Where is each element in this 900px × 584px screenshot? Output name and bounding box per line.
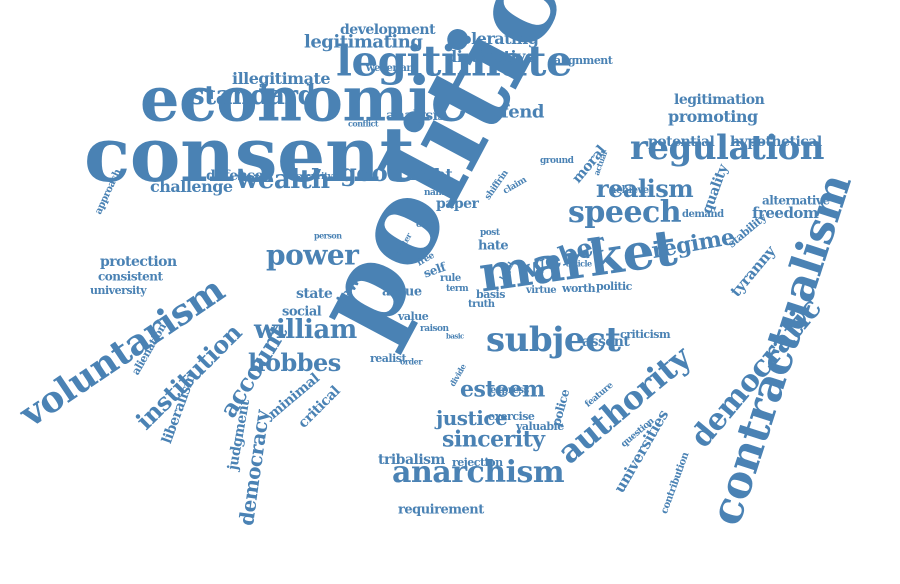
word-state: state [296,285,333,302]
word-hobbes: hobbes [248,347,341,377]
word-hypothetical: hypothetical [730,133,822,150]
word-weberian: weberian [366,63,414,74]
word-offer: offer [416,219,438,230]
word-realist: realist [370,352,407,366]
word-valuable: valuable [516,420,564,434]
word-rejection: rejection [452,456,503,470]
word-subject: subject [486,319,621,360]
word-illegitimate: illegitimate [232,69,331,89]
word-legitimation: legitimation [674,91,765,108]
word-requirement: requirement [398,502,484,518]
word-defend: defend [478,101,544,123]
word-worth: worth [562,282,596,296]
word-quality: quality [699,162,732,216]
word-legitimating: legitimating [304,31,423,53]
word-sincerity: sincerity [442,426,545,453]
word-economic: economic [140,62,468,136]
word-conflict: conflict [348,118,379,129]
word-basis: basis [476,288,505,302]
word-university: university [90,284,147,298]
word-express: express [490,385,529,396]
word-truth: truth [468,299,495,310]
word-argue: argue [382,284,422,300]
word-justice: justice [436,406,508,430]
word-achieve: achieve [610,185,649,196]
word-distinctive: distinctive [446,47,535,67]
word-exercise: exercise [488,410,535,424]
word-right: right [410,165,453,185]
word-rule: rule [440,273,461,284]
word-analysis: analysis [386,107,445,124]
word-ground: ground [540,155,574,166]
word-tribalism: tribalism [378,451,445,468]
word-development: development [340,21,436,38]
word-person: person [314,230,342,241]
word-social: social [282,304,322,320]
word-esteem: esteem [460,376,545,403]
word-assent: assent [582,333,630,350]
word-legitimate: legitimate [336,36,573,86]
word-order: order [400,356,422,367]
word-value: value [398,310,429,324]
word-william: william [254,315,357,346]
word-defense: defense [206,167,264,184]
word-challenge: challenge [150,177,233,197]
word-demand: demand [682,209,724,220]
word-name: name [424,187,450,198]
word-basic: basic [446,331,464,341]
word-politic: politic [596,280,632,294]
word-term: term [446,283,469,294]
word-paper: paper [436,195,479,212]
word-tolerating: tolerating [454,29,539,49]
word-freedom: freedom [752,204,819,222]
word-realism: realism [596,173,694,203]
word-good: good [340,157,404,187]
word-alternative: alternative [762,193,830,208]
word-anarchism: anarchism [392,455,565,490]
word-virtue: virtue [526,285,557,296]
word-security: security [296,171,333,182]
word-standard: standard [190,81,316,112]
word-consent: consent [84,110,415,200]
word-tyranny: tyranny [726,242,780,301]
word-criticism: criticism [620,328,671,342]
word-authority: authority [550,338,699,472]
word-regulation: regulation [630,127,825,168]
word-consistent: consistent [98,269,163,284]
word-contribution: contribution [659,451,692,516]
word-potential: potential [648,133,715,150]
word-hate: hate [478,238,509,254]
word-alignment: alignment [554,54,613,68]
word-post: post [480,227,500,238]
word-speech: speech [568,195,682,230]
word-protection: protection [100,253,177,270]
word-article: article [566,258,592,269]
word-power: power [266,238,359,272]
word-raison: raison [420,323,449,334]
word-promoting: promoting [668,107,758,127]
word-wealth: wealth [236,165,330,196]
